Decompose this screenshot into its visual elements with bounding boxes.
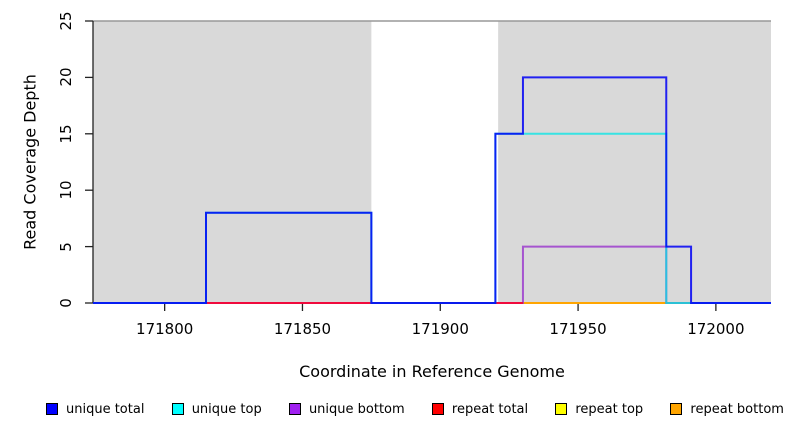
legend-swatch-icon (171, 403, 184, 415)
y-tick-label: 20 (57, 67, 75, 87)
x-tick-label: 171950 (549, 320, 607, 338)
x-tick-label: 171800 (136, 320, 194, 338)
legend-label: unique top (191, 401, 262, 417)
x-tick-label: 172000 (687, 320, 745, 338)
legend: unique total unique top unique bottom repea… (46, 399, 784, 419)
legend-swatch-icon (431, 403, 444, 415)
legend-swatch-icon (670, 403, 683, 415)
series-line-unique-total (93, 76, 771, 304)
legend-item-repeat-total: repeat total (431, 401, 529, 417)
y-tick-label: 25 (57, 11, 75, 31)
legend-label: repeat top (575, 401, 644, 417)
legend-item-unique-total: unique total (46, 402, 144, 417)
legend-label: repeat total (451, 401, 529, 417)
legend-item-unique-bottom: unique bottom (288, 401, 405, 417)
y-tick-label: 5 (57, 241, 75, 252)
y-tick-label: 10 (57, 180, 75, 200)
legend-swatch-icon (46, 403, 58, 415)
y-tick-label: 0 (57, 298, 75, 308)
legend-item-repeat-bottom: repeat bottom (670, 402, 784, 417)
legend-swatch-icon (555, 403, 568, 415)
legend-item-unique-top: unique top (171, 401, 262, 417)
legend-item-repeat-top: repeat top (555, 402, 643, 417)
x-axis-title: Coordinate in Reference Genome (299, 362, 565, 381)
shaded-region-1 (498, 21, 771, 303)
legend-label: unique total (66, 401, 145, 417)
x-tick-label: 171850 (273, 320, 332, 338)
legend-label: repeat bottom (690, 401, 784, 417)
x-tick-label: 171900 (411, 320, 469, 338)
shaded-region-0 (93, 21, 372, 303)
legend-swatch-icon (288, 403, 301, 415)
y-axis-title: Read Coverage Depth (20, 74, 40, 250)
y-tick-label: 15 (57, 124, 75, 144)
legend-label: unique bottom (308, 401, 405, 417)
